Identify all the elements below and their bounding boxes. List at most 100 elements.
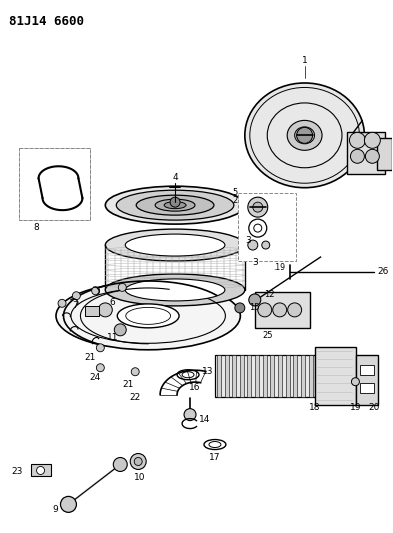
Ellipse shape [125,279,225,301]
Bar [255,355,259,397]
Circle shape [72,292,80,300]
Text: 15: 15 [250,303,260,312]
Text: 20: 20 [369,403,380,412]
Circle shape [349,132,365,148]
Circle shape [58,300,66,308]
Ellipse shape [105,186,245,224]
Bar [240,355,244,397]
Circle shape [92,287,100,295]
Ellipse shape [155,199,195,211]
Text: 11: 11 [107,333,118,342]
Circle shape [249,294,261,306]
Text: 3: 3 [245,236,251,245]
Text: 13: 13 [202,367,214,376]
Bar [270,355,274,397]
Bar [232,355,236,397]
Circle shape [96,364,104,372]
Circle shape [131,368,139,376]
Text: 24: 24 [90,373,101,382]
Circle shape [351,149,364,163]
Bar [255,292,310,328]
Circle shape [248,240,258,250]
Bar [31,464,51,477]
Text: 10: 10 [134,473,146,482]
Text: 1: 1 [302,56,307,65]
Bar [356,355,378,405]
Bar [18,148,90,220]
Ellipse shape [136,195,214,215]
Text: 21: 21 [84,353,96,362]
Text: .19: .19 [273,263,285,272]
Bar [293,355,298,397]
Circle shape [113,457,127,472]
Bar [215,355,314,397]
Bar [85,306,99,316]
Text: 25: 25 [263,332,273,340]
Circle shape [288,303,301,317]
Ellipse shape [116,190,234,220]
Circle shape [98,303,112,317]
Text: 9: 9 [53,505,59,514]
Circle shape [248,197,268,217]
Text: 18: 18 [309,403,320,412]
Ellipse shape [105,229,245,261]
Text: 14: 14 [199,415,211,424]
Text: 6: 6 [109,298,115,308]
Bar [286,355,290,397]
Bar [314,347,356,405]
Ellipse shape [164,201,186,208]
Text: 3: 3 [252,257,258,266]
Text: 22: 22 [130,393,141,402]
Bar [238,193,296,261]
Circle shape [297,127,312,143]
Text: 8: 8 [34,223,39,232]
Bar [18,148,90,220]
Ellipse shape [295,127,314,144]
Circle shape [262,241,270,249]
Bar [217,355,221,397]
Circle shape [61,496,76,512]
Circle shape [365,149,379,163]
Circle shape [273,303,286,317]
Circle shape [351,378,360,386]
Ellipse shape [105,274,245,306]
Circle shape [253,202,263,212]
Text: 26: 26 [377,268,389,277]
Bar [360,365,375,375]
Ellipse shape [125,234,225,256]
Text: 23: 23 [11,467,23,476]
Bar [248,355,252,397]
Bar [347,132,385,174]
Text: 16: 16 [189,383,201,392]
Circle shape [134,457,142,465]
Circle shape [114,324,126,336]
Circle shape [37,466,44,474]
Circle shape [170,197,180,207]
Text: 81J14 6600: 81J14 6600 [9,15,84,28]
Ellipse shape [245,83,364,188]
Text: 12: 12 [264,290,275,300]
Text: 7: 7 [73,301,79,310]
Circle shape [258,303,272,317]
Circle shape [364,132,380,148]
Bar [263,355,267,397]
Circle shape [96,344,104,352]
Text: 21: 21 [123,380,134,389]
Bar [224,355,229,397]
Text: 5: 5 [233,188,238,197]
Circle shape [184,409,196,421]
Ellipse shape [287,120,322,150]
Ellipse shape [56,282,241,350]
Bar [360,383,375,393]
Text: 2: 2 [233,196,238,205]
Circle shape [130,454,146,470]
Bar [301,355,305,397]
Text: 17: 17 [209,453,221,462]
Text: 4: 4 [172,173,178,182]
Text: 19: 19 [350,403,361,412]
Circle shape [235,303,245,313]
Circle shape [118,284,126,292]
Bar [278,355,282,397]
Ellipse shape [117,304,179,328]
Bar [309,355,312,397]
